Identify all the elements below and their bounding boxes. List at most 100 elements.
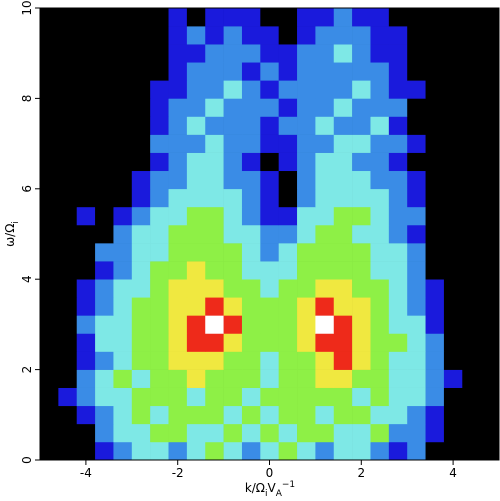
heatmap-cell	[407, 315, 426, 334]
heatmap-cell	[278, 98, 298, 117]
y-tick-label: 4	[20, 275, 34, 283]
heatmap-cell	[40, 98, 59, 117]
heatmap-cell	[58, 387, 78, 407]
heatmap-cell	[388, 369, 408, 388]
heatmap-cell	[352, 8, 371, 27]
heatmap-cell	[186, 297, 206, 316]
heatmap-cell	[113, 62, 133, 81]
heatmap-cell	[480, 8, 500, 27]
heatmap-cell	[95, 387, 114, 407]
heatmap-cell	[462, 170, 481, 190]
heatmap-cell	[278, 405, 298, 425]
xlabel-part: i	[265, 489, 268, 499]
heatmap-cell	[150, 441, 169, 461]
heatmap-cell	[462, 387, 481, 407]
heatmap-cell	[205, 369, 224, 388]
heatmap-cell	[407, 170, 426, 190]
heatmap-cell	[131, 315, 151, 334]
heatmap-cell	[425, 206, 445, 226]
heatmap-cell	[58, 26, 78, 45]
heatmap-cell	[315, 351, 335, 370]
heatmap-cell	[95, 44, 114, 63]
heatmap-cell	[95, 297, 114, 316]
heatmap-cell	[352, 315, 371, 334]
heatmap-cell	[480, 351, 500, 370]
heatmap-cell	[425, 188, 445, 208]
heatmap-cell	[425, 441, 445, 461]
heatmap-cell	[425, 134, 445, 153]
heatmap-cell	[95, 206, 114, 226]
heatmap-cell	[462, 243, 481, 262]
heatmap-cell	[388, 405, 408, 425]
heatmap-cell	[425, 62, 445, 81]
heatmap-cell	[352, 26, 371, 45]
heatmap-cell	[388, 243, 408, 262]
heatmap-cell	[150, 243, 169, 262]
heatmap-cell	[168, 80, 188, 99]
x-tick-label: 0	[266, 466, 274, 480]
heatmap-cell	[58, 134, 78, 153]
heatmap-cell	[388, 170, 408, 190]
heatmap-cell	[150, 224, 169, 244]
heatmap-cell	[205, 62, 224, 81]
heatmap-cell	[333, 441, 353, 461]
y-tick-label: 10	[20, 0, 34, 15]
heatmap-cell	[58, 44, 78, 63]
heatmap-cell	[95, 134, 114, 153]
heatmap-cell	[150, 351, 169, 370]
heatmap-cell	[150, 44, 169, 63]
heatmap-cell	[223, 423, 243, 443]
heatmap-cell	[186, 387, 206, 407]
heatmap-cell	[462, 44, 481, 63]
heatmap-cell	[278, 224, 298, 244]
heatmap-cell	[58, 62, 78, 81]
heatmap-cell	[407, 188, 426, 208]
heatmap-cell	[407, 441, 426, 461]
heatmap-cell	[333, 116, 353, 135]
heatmap-cell	[370, 297, 390, 316]
heatmap-cell	[150, 80, 169, 99]
heatmap-cell	[150, 116, 169, 135]
heatmap-cell	[260, 26, 279, 45]
heatmap-cell	[58, 297, 78, 316]
heatmap-cell	[260, 297, 279, 316]
heatmap-cell	[352, 387, 371, 407]
heatmap-cell	[241, 333, 261, 352]
heatmap-cell	[315, 243, 335, 262]
heatmap-cell	[168, 369, 188, 388]
heatmap-cell	[40, 134, 59, 153]
heatmap-cell	[352, 188, 371, 208]
heatmap-cell	[150, 315, 169, 334]
y-tick-label: 2	[20, 366, 34, 374]
heatmap-cell	[131, 188, 151, 208]
heatmap-cell	[205, 134, 224, 153]
xlabel-part: k/Ω	[245, 481, 265, 495]
heatmap-cell	[223, 297, 243, 316]
heatmap-cell	[260, 405, 279, 425]
heatmap-cell	[480, 188, 500, 208]
heatmap-cell	[40, 62, 59, 81]
heatmap-cell	[168, 116, 188, 135]
heatmap-cell	[131, 243, 151, 262]
heatmap-cell	[260, 224, 279, 244]
heatmap-cell	[297, 279, 316, 298]
heatmap-cell	[40, 44, 59, 63]
heatmap-cell	[223, 261, 243, 280]
heatmap-cell	[131, 423, 151, 443]
heatmap-cell	[297, 387, 316, 407]
heatmap-cell	[370, 405, 390, 425]
heatmap-cell	[113, 170, 133, 190]
heatmap-cell	[315, 80, 335, 99]
heatmap-cell	[315, 297, 335, 316]
heatmap-cell	[407, 351, 426, 370]
heatmap-cell	[113, 405, 133, 425]
ylabel-part: ω/Ω	[3, 224, 17, 247]
heatmap-cell	[352, 441, 371, 461]
heatmap-cell	[40, 333, 59, 352]
heatmap-cell	[443, 116, 463, 135]
heatmap-cell	[150, 261, 169, 280]
heatmap-cell	[480, 333, 500, 352]
x-tick-label: -4	[80, 466, 92, 480]
heatmap-cell	[150, 134, 169, 153]
heatmap-cell	[223, 116, 243, 135]
